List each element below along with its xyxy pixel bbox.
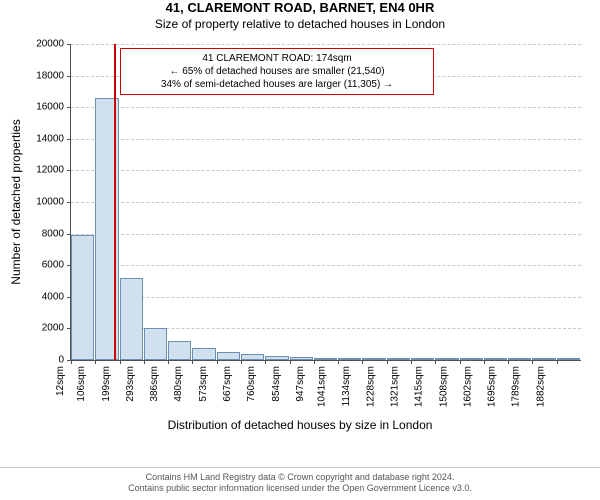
histogram-bar	[71, 235, 94, 360]
x-tick-mark	[435, 360, 436, 364]
x-tick-label: 1695sqm	[487, 366, 498, 407]
histogram-bar	[120, 278, 143, 360]
x-tick-mark	[362, 360, 363, 364]
x-tick-label: 1321sqm	[389, 366, 400, 407]
y-tick-mark	[67, 170, 71, 171]
y-tick-mark	[67, 139, 71, 140]
x-tick-mark	[460, 360, 461, 364]
y-axis-label: Number of detached properties	[9, 119, 23, 284]
x-tick-mark	[484, 360, 485, 364]
histogram-bar	[168, 341, 191, 360]
x-tick-mark	[338, 360, 339, 364]
x-tick-mark	[168, 360, 169, 364]
x-tick-mark	[192, 360, 193, 364]
x-tick-label: 1789sqm	[511, 366, 522, 407]
y-tick-label: 2000	[0, 323, 64, 334]
x-tick-label: 1134sqm	[341, 366, 352, 406]
x-tick-label: 760sqm	[246, 366, 257, 402]
chart-container: 41, CLAREMONT ROAD, BARNET, EN4 0HR Size…	[0, 0, 600, 500]
histogram-bar	[314, 358, 337, 360]
x-tick-mark	[71, 360, 72, 364]
x-tick-label: 199sqm	[101, 366, 112, 402]
y-tick-mark	[67, 265, 71, 266]
x-tick-label: 1602sqm	[462, 366, 473, 407]
histogram-bar	[557, 358, 580, 360]
x-tick-label: 1415sqm	[414, 366, 425, 407]
y-tick-label: 18000	[0, 70, 64, 81]
histogram-bar	[144, 328, 167, 360]
y-tick-label: 0	[0, 355, 64, 366]
x-tick-label: 947sqm	[295, 366, 306, 402]
x-tick-label: 1882sqm	[535, 366, 546, 407]
y-tick-mark	[67, 297, 71, 298]
x-tick-label: 1228sqm	[365, 366, 376, 407]
histogram-bar	[290, 357, 313, 360]
x-tick-mark	[290, 360, 291, 364]
x-tick-mark	[144, 360, 145, 364]
histogram-bar	[241, 354, 264, 360]
x-tick-label: 854sqm	[271, 366, 282, 402]
x-tick-label: 12sqm	[55, 366, 66, 396]
histogram-bar	[387, 358, 410, 360]
annotation-callout: 41 CLAREMONT ROAD: 174sqm ← 65% of detac…	[120, 48, 434, 95]
x-tick-label: 1508sqm	[438, 366, 449, 407]
histogram-bar	[484, 358, 507, 360]
x-tick-label: 106sqm	[76, 366, 87, 402]
y-tick-mark	[67, 44, 71, 45]
histogram-bar	[338, 358, 361, 360]
attribution-footer: Contains HM Land Registry data © Crown c…	[0, 467, 600, 495]
x-tick-mark	[532, 360, 533, 364]
histogram-bar	[460, 358, 483, 360]
x-tick-mark	[217, 360, 218, 364]
attribution-line2: Contains public sector information licen…	[0, 483, 600, 494]
x-tick-mark	[387, 360, 388, 364]
histogram-bar	[192, 348, 215, 360]
histogram-bar	[217, 352, 240, 360]
histogram-bar	[362, 358, 385, 360]
y-tick-mark	[67, 76, 71, 77]
chart-title: 41, CLAREMONT ROAD, BARNET, EN4 0HR	[0, 0, 600, 17]
annotation-line2: ← 65% of detached houses are smaller (21…	[127, 65, 427, 78]
x-axis-label: Distribution of detached houses by size …	[0, 418, 600, 432]
x-tick-mark	[241, 360, 242, 364]
histogram-bar	[435, 358, 458, 360]
x-tick-label: 667sqm	[222, 366, 233, 402]
x-tick-mark	[120, 360, 121, 364]
y-tick-mark	[67, 234, 71, 235]
y-tick-label: 16000	[0, 102, 64, 113]
x-tick-label: 293sqm	[125, 366, 136, 402]
y-tick-label: 20000	[0, 39, 64, 50]
property-marker-line	[114, 44, 116, 360]
y-tick-mark	[67, 107, 71, 108]
x-tick-mark	[557, 360, 558, 364]
histogram-bar	[265, 356, 288, 360]
x-tick-mark	[265, 360, 266, 364]
histogram-bar	[411, 358, 434, 360]
histogram-bar	[532, 358, 555, 360]
x-tick-mark	[508, 360, 509, 364]
attribution-line1: Contains HM Land Registry data © Crown c…	[0, 472, 600, 483]
x-tick-mark	[95, 360, 96, 364]
annotation-line1: 41 CLAREMONT ROAD: 174sqm	[127, 52, 427, 65]
x-tick-mark	[411, 360, 412, 364]
y-tick-label: 4000	[0, 291, 64, 302]
chart-subtitle: Size of property relative to detached ho…	[0, 17, 600, 33]
histogram-bar	[508, 358, 531, 360]
x-tick-mark	[314, 360, 315, 364]
y-tick-mark	[67, 202, 71, 203]
x-tick-label: 386sqm	[149, 366, 160, 402]
x-tick-label: 1041sqm	[317, 366, 328, 407]
y-tick-mark	[67, 328, 71, 329]
x-tick-label: 480sqm	[174, 366, 185, 402]
annotation-line3: 34% of semi-detached houses are larger (…	[127, 78, 427, 91]
x-tick-label: 573sqm	[198, 366, 209, 402]
